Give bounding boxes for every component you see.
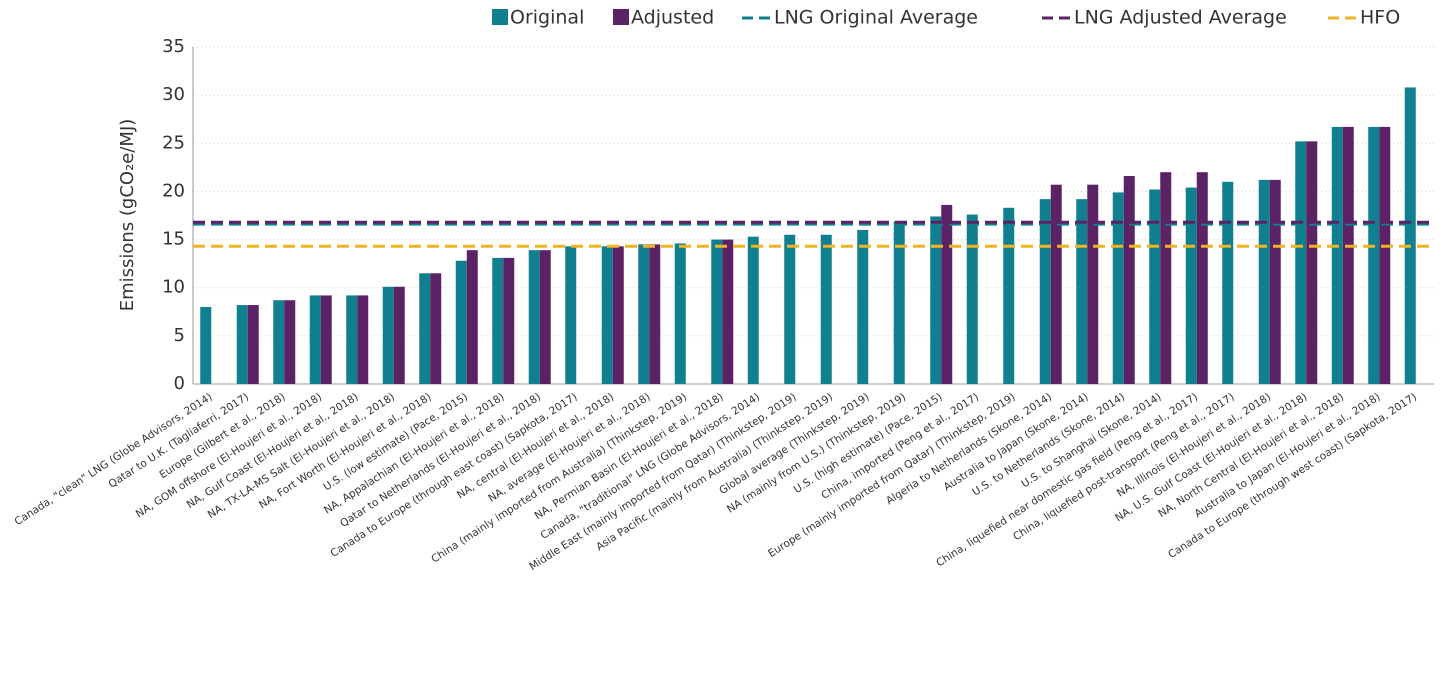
bar (200, 306, 212, 384)
bar (1306, 141, 1318, 384)
bar (649, 244, 661, 384)
bar (711, 239, 723, 384)
bar (1295, 141, 1307, 384)
y-tick-label: 5 (174, 325, 185, 346)
bar (747, 236, 759, 384)
bar (1076, 199, 1088, 384)
bar (1368, 126, 1380, 384)
bar (930, 216, 942, 384)
bar (638, 244, 650, 384)
y-tick-label: 25 (162, 132, 185, 153)
bar (309, 295, 321, 384)
bar (722, 239, 734, 384)
bar (320, 295, 332, 384)
bar (492, 257, 504, 384)
bar (612, 246, 624, 384)
bar (466, 250, 478, 384)
bar (357, 295, 369, 384)
legend-label: Adjusted (631, 7, 714, 29)
bar (1342, 126, 1354, 384)
legend-label: LNG Adjusted Average (1074, 7, 1287, 29)
bar (1404, 87, 1416, 384)
y-tick-label: 15 (162, 229, 185, 250)
bar (1112, 192, 1124, 384)
bar (539, 250, 551, 384)
bar (1222, 181, 1234, 384)
bar (784, 234, 796, 384)
bar (346, 295, 358, 384)
y-axis-label: Emissions (gCO₂e/MJ) (117, 119, 138, 312)
bar (382, 286, 394, 384)
bar (966, 214, 978, 384)
bar (1039, 199, 1051, 384)
bar (674, 243, 686, 384)
legend-label: HFO (1360, 7, 1400, 29)
legend-label: Original (510, 7, 584, 29)
y-tick-label: 0 (174, 373, 185, 394)
bar (284, 300, 296, 384)
bar (1003, 207, 1015, 384)
bar (1258, 179, 1270, 384)
y-tick-label: 10 (162, 277, 185, 298)
legend-swatch (613, 9, 629, 25)
bar (430, 273, 442, 384)
bar (820, 234, 832, 384)
bar (1196, 172, 1208, 384)
bar (1331, 126, 1343, 384)
bar (247, 305, 259, 384)
bar (1269, 179, 1281, 384)
bar (393, 286, 405, 384)
bar (565, 246, 577, 384)
bar (1379, 126, 1391, 384)
bar (503, 257, 515, 384)
y-tick-label: 30 (162, 84, 185, 105)
bar (455, 260, 467, 384)
bar (601, 246, 613, 384)
bar (1050, 184, 1062, 384)
bar (273, 300, 285, 384)
bar (857, 229, 869, 384)
bar (1087, 184, 1099, 384)
bar (893, 221, 905, 384)
bar (1160, 172, 1172, 384)
bar (419, 273, 431, 384)
bar (1185, 187, 1197, 384)
legend-swatch (492, 9, 508, 25)
y-tick-label: 35 (162, 36, 185, 57)
bar (1123, 176, 1135, 384)
y-tick-label: 20 (162, 180, 185, 201)
bar (236, 305, 248, 384)
bar (941, 204, 953, 384)
bar (1149, 189, 1161, 384)
bar (528, 250, 540, 384)
legend-label: LNG Original Average (774, 7, 978, 29)
